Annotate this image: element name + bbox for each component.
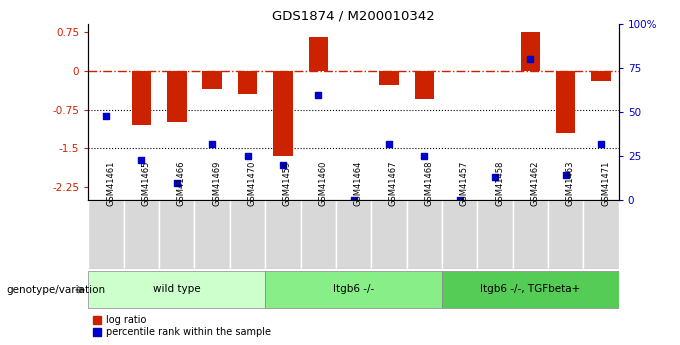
FancyBboxPatch shape [548,200,583,269]
Legend: log ratio, percentile rank within the sample: log ratio, percentile rank within the sa… [93,315,271,337]
FancyBboxPatch shape [513,200,548,269]
Text: GSM41467: GSM41467 [389,160,398,206]
Point [384,141,394,147]
Point [277,162,288,168]
Text: GSM41464: GSM41464 [354,160,362,206]
FancyBboxPatch shape [159,200,194,269]
Point [313,92,324,97]
Text: GSM41471: GSM41471 [601,160,610,206]
Point [490,175,500,180]
Bar [203,71,222,89]
Point [419,153,430,159]
Bar [415,71,434,99]
Point [348,197,359,203]
Bar [592,71,611,81]
Text: GSM41470: GSM41470 [248,160,256,206]
Text: GSM41457: GSM41457 [460,160,469,206]
Bar [521,32,540,71]
Text: GSM41468: GSM41468 [424,160,433,206]
Text: GSM41458: GSM41458 [495,160,504,206]
Point [525,57,536,62]
Point [171,180,182,185]
Text: GSM41460: GSM41460 [318,160,327,206]
Point [596,141,607,147]
Point [207,141,218,147]
Text: GSM41463: GSM41463 [566,160,575,206]
Text: GSM41469: GSM41469 [212,160,221,206]
FancyBboxPatch shape [336,200,371,269]
FancyBboxPatch shape [442,200,477,269]
Text: GSM41466: GSM41466 [177,160,186,206]
Bar [309,37,328,71]
Point [560,173,571,178]
FancyBboxPatch shape [88,200,124,269]
FancyBboxPatch shape [194,200,230,269]
Text: GSM41462: GSM41462 [530,160,539,206]
FancyBboxPatch shape [301,200,336,269]
Point [136,157,147,162]
FancyBboxPatch shape [124,200,159,269]
Bar [238,71,257,94]
FancyBboxPatch shape [88,271,265,308]
FancyBboxPatch shape [265,200,301,269]
FancyBboxPatch shape [265,271,442,308]
Bar [273,71,292,156]
Bar [167,71,186,122]
FancyBboxPatch shape [442,271,619,308]
Text: GSM41461: GSM41461 [106,160,115,206]
Text: ltgb6 -/-, TGFbeta+: ltgb6 -/-, TGFbeta+ [480,284,581,294]
Text: wild type: wild type [153,284,201,294]
Text: GSM41459: GSM41459 [283,160,292,206]
Point [101,113,112,118]
Text: genotype/variation: genotype/variation [7,285,106,295]
Text: GSM41465: GSM41465 [141,160,150,206]
FancyBboxPatch shape [407,200,442,269]
FancyBboxPatch shape [371,200,407,269]
Bar [132,71,151,125]
FancyBboxPatch shape [477,200,513,269]
Bar [379,71,398,85]
Point [242,153,253,159]
Text: ltgb6 -/-: ltgb6 -/- [333,284,374,294]
Bar [556,71,575,133]
Point [454,197,465,203]
Title: GDS1874 / M200010342: GDS1874 / M200010342 [272,10,435,23]
FancyBboxPatch shape [583,200,619,269]
FancyBboxPatch shape [230,200,265,269]
